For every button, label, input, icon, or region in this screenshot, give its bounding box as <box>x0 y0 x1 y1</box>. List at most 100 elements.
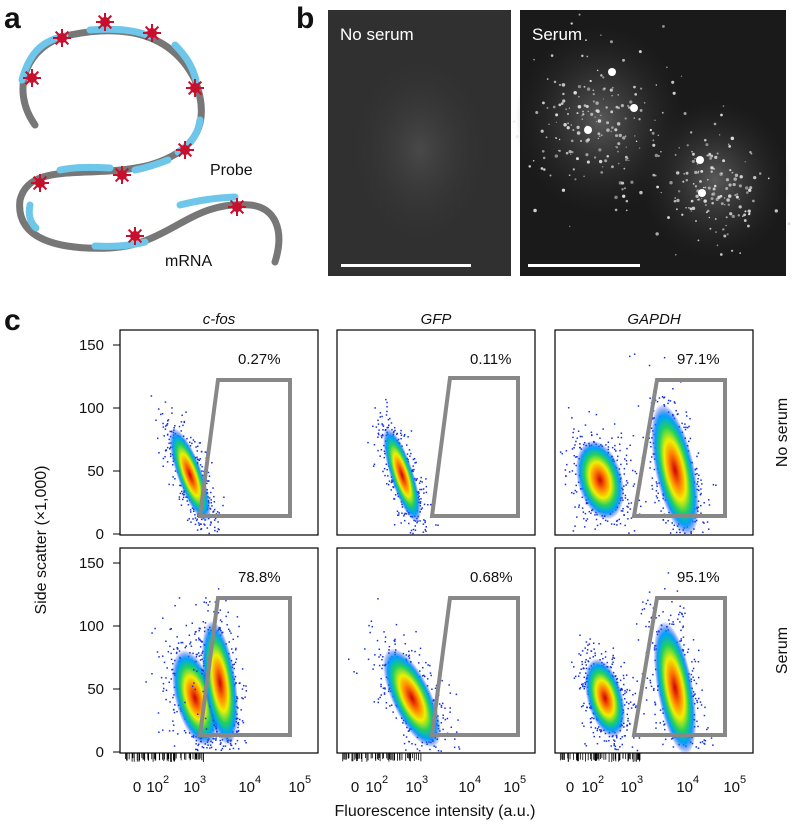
event-dot <box>157 712 160 714</box>
event-dot <box>672 621 674 623</box>
event-dot <box>195 630 197 633</box>
spot <box>649 128 652 132</box>
event-dot <box>662 611 664 613</box>
event-dot <box>390 704 393 706</box>
event-dot <box>579 446 581 449</box>
event-dot <box>582 683 584 685</box>
event-dot <box>392 486 395 489</box>
event-dot <box>191 442 193 445</box>
event-dot <box>188 634 191 636</box>
event-dot <box>582 704 584 707</box>
event-dot <box>181 492 184 495</box>
event-dot <box>383 692 386 694</box>
event-dot <box>225 615 227 618</box>
spot <box>570 124 573 126</box>
panel-label: c <box>4 304 21 337</box>
event-dot <box>190 436 192 439</box>
spot <box>674 197 677 199</box>
event-dot <box>703 502 705 504</box>
event-dot <box>450 726 453 729</box>
event-dot <box>412 465 414 467</box>
event-dot <box>449 707 451 709</box>
event-dot <box>430 674 432 677</box>
event-dot <box>575 491 578 493</box>
event-dot <box>160 676 163 679</box>
event-dot <box>417 662 420 664</box>
spot <box>611 126 614 129</box>
event-dot <box>381 433 384 436</box>
event-dot <box>626 688 629 691</box>
spot <box>600 171 604 174</box>
event-dot <box>409 455 411 457</box>
spot <box>744 210 747 213</box>
event-dot <box>438 703 441 705</box>
event-dot <box>701 483 703 485</box>
spot <box>582 110 584 113</box>
probe-dye <box>180 145 190 155</box>
event-dot <box>196 445 199 448</box>
event-dot <box>458 746 460 748</box>
event-dot <box>408 522 410 525</box>
event-dot <box>238 718 241 721</box>
event-dot <box>623 473 626 475</box>
spot <box>654 153 659 158</box>
event-dot <box>630 502 633 504</box>
event-dot <box>410 529 413 532</box>
event-dot <box>574 506 576 508</box>
event-dot <box>431 688 433 691</box>
event-dot <box>655 722 657 724</box>
spot <box>722 105 725 107</box>
event-dot <box>693 679 695 682</box>
spot <box>614 195 618 200</box>
event-dot <box>405 513 408 515</box>
event-dot <box>188 517 190 520</box>
event-dot <box>381 658 383 661</box>
spot <box>655 232 659 236</box>
spot <box>563 122 567 127</box>
event-dot <box>169 455 172 458</box>
spot <box>739 175 743 179</box>
spot <box>749 150 752 154</box>
event-dot <box>384 641 387 643</box>
event-dot <box>411 649 413 652</box>
event-dot <box>623 661 626 664</box>
spot <box>736 193 739 196</box>
event-dot <box>211 741 214 744</box>
event-dot <box>620 665 622 668</box>
event-dot <box>703 522 705 524</box>
event-dot <box>599 523 602 525</box>
event-dot <box>196 518 198 521</box>
event-dot <box>418 654 421 656</box>
event-dot <box>372 668 374 670</box>
event-dot <box>206 746 208 749</box>
spot <box>622 194 626 198</box>
event-dot <box>625 674 628 676</box>
event-dot <box>197 743 200 745</box>
event-dot <box>223 496 225 498</box>
event-dot <box>423 503 426 506</box>
event-dot <box>581 650 584 652</box>
spot <box>685 207 687 209</box>
event-dot <box>688 440 690 443</box>
event-dot <box>424 528 426 531</box>
spot <box>723 197 726 199</box>
event-dot <box>680 638 682 640</box>
probe-dye <box>27 73 37 83</box>
spot <box>624 135 627 137</box>
spot <box>675 208 678 211</box>
probe <box>113 166 131 184</box>
event-dot <box>161 412 164 415</box>
spot <box>688 206 690 209</box>
event-dot <box>707 528 710 530</box>
event-dot <box>394 643 396 645</box>
spot <box>558 138 561 141</box>
spot <box>546 106 549 109</box>
spot <box>697 239 700 242</box>
event-dot <box>420 476 422 479</box>
event-dot <box>197 522 200 524</box>
event-dot <box>195 446 197 448</box>
event-dot <box>372 425 374 428</box>
event-dot <box>245 690 248 692</box>
probe-dye <box>232 202 242 212</box>
event-dot <box>573 446 575 449</box>
